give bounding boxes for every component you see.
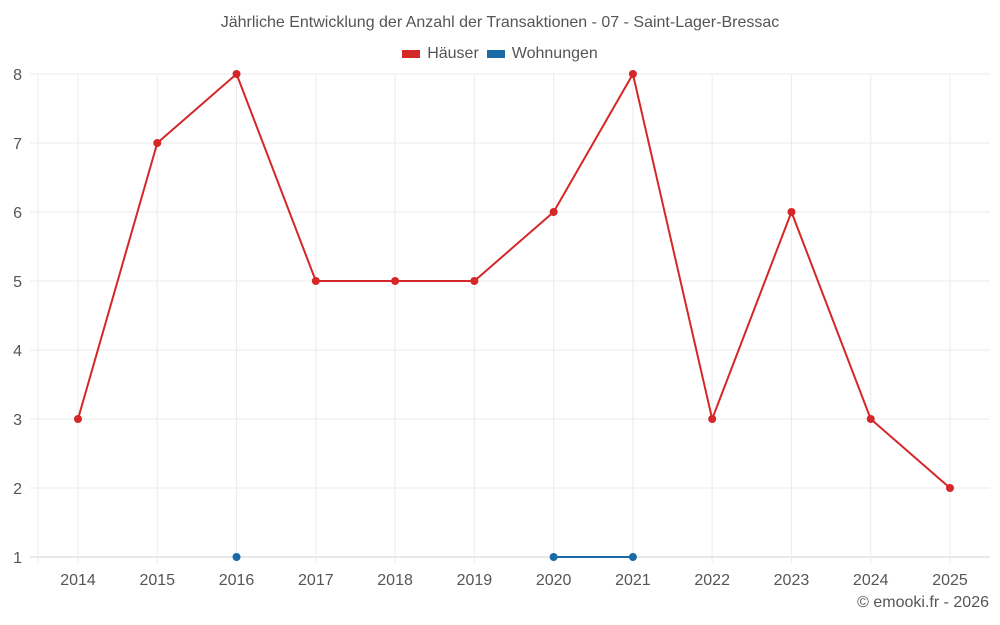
axes: 1 2 3 4 5 6 7 8 2014 2015 2016 2017 2018 2019 2020 2021… bbox=[13, 67, 968, 589]
data-point[interactable] bbox=[866, 415, 875, 423]
data-series bbox=[74, 70, 954, 561]
x-tick-label: 2015 bbox=[139, 572, 175, 589]
legend-label-wohnungen: Wohnungen bbox=[511, 45, 598, 62]
chart-title: Jährliche Entwicklung der Anzahl der Tra… bbox=[220, 14, 780, 31]
x-tick-label: 2021 bbox=[615, 572, 651, 589]
copyright-credit: © emooki.fr - 2026 bbox=[857, 594, 989, 611]
grid-lines bbox=[30, 73, 990, 563]
data-point[interactable] bbox=[232, 70, 241, 78]
x-tick-label: 2025 bbox=[932, 572, 968, 589]
y-tick-label: 5 bbox=[13, 274, 22, 291]
series-line bbox=[77, 73, 951, 489]
y-tick-label: 3 bbox=[13, 412, 22, 429]
x-tick-label: 2024 bbox=[853, 572, 889, 589]
data-point[interactable] bbox=[628, 553, 637, 561]
series-haeuser bbox=[74, 70, 954, 492]
legend-item-haeuser[interactable]: Häuser bbox=[402, 45, 479, 63]
data-point[interactable] bbox=[153, 139, 162, 147]
data-point[interactable] bbox=[549, 553, 558, 561]
legend-swatch-haeuser bbox=[402, 50, 421, 58]
data-point[interactable] bbox=[628, 70, 637, 78]
legend-item-wohnungen[interactable]: Wohnungen bbox=[486, 45, 598, 63]
data-point[interactable] bbox=[311, 277, 320, 285]
x-tick-label: 2020 bbox=[536, 572, 572, 589]
y-tick-label: 4 bbox=[13, 343, 22, 360]
x-tick-label: 2017 bbox=[298, 572, 334, 589]
y-tick-label: 6 bbox=[13, 205, 22, 222]
legend-label-haeuser: Häuser bbox=[427, 45, 479, 62]
series-wohnungen bbox=[232, 553, 637, 561]
y-tick-label: 1 bbox=[13, 550, 22, 567]
data-point[interactable] bbox=[946, 484, 954, 492]
y-tick-label: 2 bbox=[13, 481, 22, 498]
legend-swatch-wohnungen bbox=[486, 50, 505, 58]
data-point[interactable] bbox=[549, 208, 558, 216]
x-tick-label: 2014 bbox=[60, 572, 96, 589]
x-tick-label: 2018 bbox=[377, 572, 413, 589]
y-tick-label: 7 bbox=[13, 136, 22, 153]
data-point[interactable] bbox=[232, 553, 241, 561]
data-point[interactable] bbox=[470, 277, 479, 285]
data-point[interactable] bbox=[391, 277, 400, 285]
data-point[interactable] bbox=[787, 208, 796, 216]
data-point[interactable] bbox=[74, 415, 82, 423]
x-tick-label: 2016 bbox=[219, 572, 255, 589]
x-tick-label: 2023 bbox=[774, 572, 810, 589]
x-tick-label: 2019 bbox=[457, 572, 493, 589]
chart-legend: Häuser Wohnungen bbox=[0, 45, 1000, 63]
data-point[interactable] bbox=[708, 415, 717, 423]
y-tick-label: 8 bbox=[13, 67, 22, 84]
x-tick-label: 2022 bbox=[694, 572, 730, 589]
